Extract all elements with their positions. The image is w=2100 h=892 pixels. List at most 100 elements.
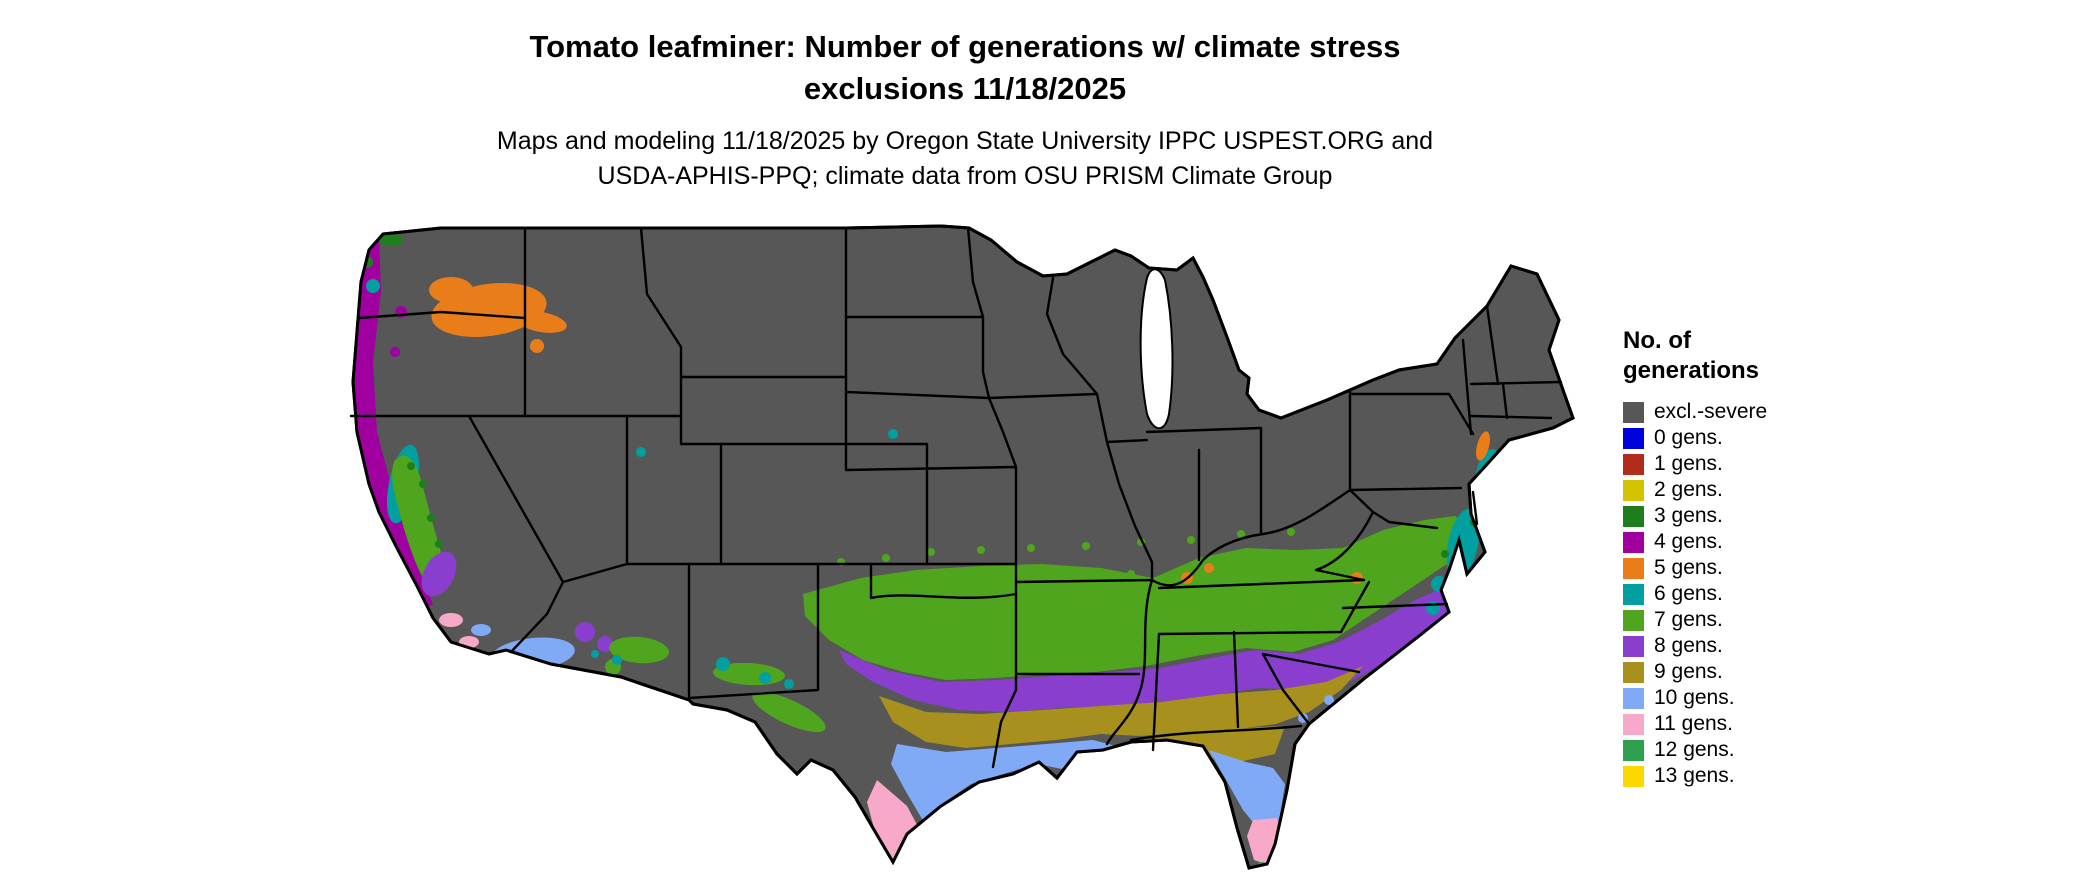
- legend-items: excl.-severe 0 gens. 1 gens. 2 gens. 3 g…: [1623, 399, 1767, 789]
- zone-4gens-pnw-coast: [355, 234, 433, 614]
- legend-swatch: [1623, 479, 1644, 501]
- legend-label: 1 gens.: [1654, 452, 1723, 475]
- zone-7gens-wtx: [752, 691, 826, 733]
- zone-3gens-foothill-4: [435, 540, 443, 548]
- legend-swatch: [1623, 609, 1644, 631]
- zone-10gens-socal: [471, 624, 491, 636]
- zone-11gens-socal-1: [439, 613, 463, 627]
- legend-item: 7 gens.: [1623, 607, 1767, 633]
- legend-swatch: [1623, 453, 1644, 475]
- zone-6gens-nm-2: [759, 672, 771, 684]
- legend-swatch: [1623, 765, 1644, 787]
- us-map-svg: [349, 224, 1575, 876]
- lake-michigan: [1139, 268, 1174, 430]
- legend-swatch: [1623, 557, 1644, 579]
- zone-5gens-ky-2: [1204, 563, 1214, 573]
- legend-label: 7 gens.: [1654, 608, 1723, 631]
- zone-6gens-az-1: [612, 655, 622, 665]
- legend-title-line1: No. of: [1623, 327, 1691, 354]
- legend-swatch: [1623, 401, 1644, 423]
- legend-swatch: [1623, 635, 1644, 657]
- legend-item: 5 gens.: [1623, 555, 1767, 581]
- legend-item: 1 gens.: [1623, 451, 1767, 477]
- zone-8gens-az-1: [575, 622, 595, 642]
- zone-6gens-nm-1: [716, 657, 730, 671]
- page-subtitle-line1: Maps and modeling 11/18/2025 by Oregon S…: [496, 127, 1434, 155]
- page-title: Tomato leafminer: Number of generations …: [340, 26, 1590, 110]
- legend-swatch: [1623, 427, 1644, 449]
- zone-6gens-nc-coast: [1426, 601, 1440, 615]
- legend-item: 4 gens.: [1623, 529, 1767, 555]
- zone-11gens-az-2: [537, 666, 569, 682]
- legend-label: 4 gens.: [1654, 530, 1723, 553]
- legend-label: 0 gens.: [1654, 426, 1723, 449]
- zone-5gens-nj-coast: [1476, 431, 1490, 461]
- zone-7gens-speckles: [837, 528, 1405, 578]
- zone-8gens-band: [839, 588, 1463, 712]
- legend-item: 9 gens.: [1623, 659, 1767, 685]
- page-title-line2: exclusions 11/18/2025: [803, 71, 1127, 106]
- legend-item: 11 gens.: [1623, 711, 1767, 737]
- legend-swatch: [1623, 713, 1644, 735]
- zone-6gens-utah: [636, 447, 646, 457]
- zone-4gens-cascades-2: [390, 347, 400, 357]
- zone-3gens-nw: [379, 234, 403, 246]
- zone-5gens-columbia-3: [515, 311, 567, 333]
- legend-label: 2 gens.: [1654, 478, 1723, 501]
- zone-10gens-central-florida: [1209, 750, 1285, 832]
- legend-item: 10 gens.: [1623, 685, 1767, 711]
- zone-7gens-band: [803, 516, 1473, 680]
- zone-7gens-az: [609, 636, 669, 664]
- page-subtitle: Maps and modeling 11/18/2025 by Oregon S…: [315, 124, 1615, 194]
- legend-item: excl.-severe: [1623, 399, 1767, 425]
- zone-13gens-az: [496, 665, 502, 671]
- legend-swatch: [1623, 531, 1644, 553]
- legend-label: 9 gens.: [1654, 660, 1723, 683]
- legend-item: 0 gens.: [1623, 425, 1767, 451]
- zone-11gens-az-1: [481, 653, 525, 675]
- legend-label: 3 gens.: [1654, 504, 1723, 527]
- legend-swatch: [1623, 583, 1644, 605]
- legend-item: 3 gens.: [1623, 503, 1767, 529]
- zone-12gens-az-2: [509, 676, 517, 684]
- legend-item: 6 gens.: [1623, 581, 1767, 607]
- legend-label: 8 gens.: [1654, 634, 1723, 657]
- legend-item: 13 gens.: [1623, 763, 1767, 789]
- legend-label: 10 gens.: [1654, 686, 1735, 709]
- zone-3gens-foothill-3: [427, 514, 435, 522]
- legend-item: 2 gens.: [1623, 477, 1767, 503]
- zone-5gens-columbia-2: [429, 277, 473, 303]
- zone-12gens-fl-tip-2: [1270, 868, 1278, 876]
- legend-swatch: [1623, 687, 1644, 709]
- legend-swatch: [1623, 739, 1644, 761]
- zone-8gens-az-2: [597, 636, 613, 652]
- zone-3gens-foothill-1: [407, 462, 415, 470]
- legend-swatch: [1623, 505, 1644, 527]
- legend: No. of generations excl.-severe 0 gens. …: [1623, 326, 1767, 789]
- legend-item: 12 gens.: [1623, 737, 1767, 763]
- zone-3gens-delmarva-2: [1454, 567, 1464, 577]
- zone-6gens-nm-3: [784, 679, 794, 689]
- zone-10gens-gulf-coast: [891, 740, 1116, 824]
- page-title-line1: Tomato leafminer: Number of generations …: [529, 29, 1401, 64]
- legend-title-line2: generations: [1623, 357, 1760, 384]
- zone-6gens-az-2: [591, 650, 599, 658]
- page-subtitle-line2: USDA-APHIS-PPQ; climate data from OSU PR…: [597, 162, 1333, 190]
- legend-label: 5 gens.: [1654, 556, 1723, 579]
- legend-label: 13 gens.: [1654, 764, 1735, 787]
- zone-12gens-az-1: [488, 669, 498, 679]
- legend-swatch: [1623, 661, 1644, 683]
- legend-label: 6 gens.: [1654, 582, 1723, 605]
- legend-title: No. of generations: [1623, 326, 1767, 386]
- legend-label: excl.-severe: [1654, 400, 1768, 423]
- legend-item: 8 gens.: [1623, 633, 1767, 659]
- state-borders: [349, 226, 1563, 769]
- us-generations-map: [341, 222, 1581, 882]
- zone-6gens-wa-coast: [366, 279, 380, 293]
- zone-8gens-south-valley: [421, 551, 457, 597]
- legend-label: 12 gens.: [1654, 738, 1735, 761]
- zone-3gens-foothill-2: [419, 480, 427, 488]
- legend-label: 11 gens.: [1654, 712, 1734, 735]
- zone-5gens-snake: [530, 339, 544, 353]
